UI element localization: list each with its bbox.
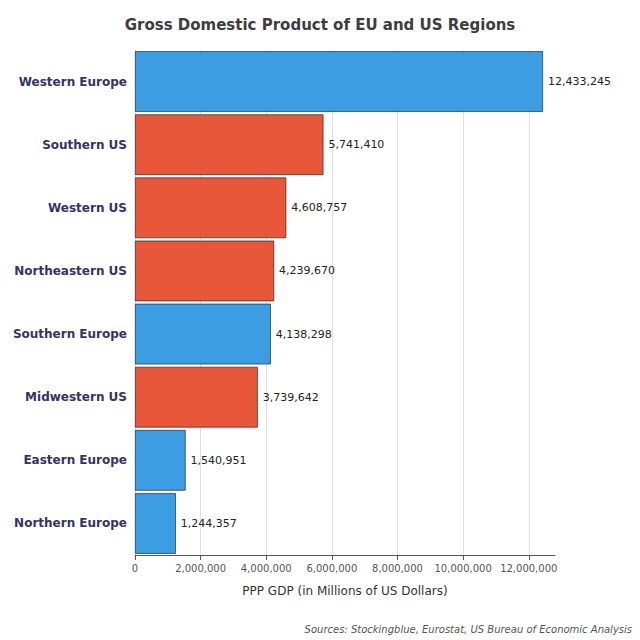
- svg-text:Eastern Europe: Eastern Europe: [23, 453, 127, 467]
- svg-text:Northeastern US: Northeastern US: [14, 264, 127, 278]
- svg-text:4,239,670: 4,239,670: [279, 264, 335, 277]
- svg-text:4,608,757: 4,608,757: [291, 201, 347, 214]
- svg-text:Sources: Stockingblue, Eurosta: Sources: Stockingblue, Eurostat, US Bure…: [305, 624, 632, 635]
- svg-text:1,244,357: 1,244,357: [181, 517, 237, 530]
- svg-text:1,540,951: 1,540,951: [191, 454, 247, 467]
- svg-text:4,000,000: 4,000,000: [241, 563, 292, 574]
- svg-text:Midwestern US: Midwestern US: [25, 390, 127, 404]
- svg-text:Western US: Western US: [48, 201, 127, 215]
- svg-text:Northern Europe: Northern Europe: [14, 516, 127, 530]
- svg-text:5,741,410: 5,741,410: [328, 138, 384, 151]
- svg-text:12,433,245: 12,433,245: [548, 75, 611, 88]
- svg-text:0: 0: [132, 563, 138, 574]
- svg-text:Southern US: Southern US: [42, 138, 127, 152]
- svg-text:4,138,298: 4,138,298: [276, 328, 332, 341]
- svg-text:Southern Europe: Southern Europe: [13, 327, 127, 341]
- svg-text:3,739,642: 3,739,642: [263, 391, 319, 404]
- svg-text:2,000,000: 2,000,000: [175, 563, 226, 574]
- svg-text:8,000,000: 8,000,000: [372, 563, 423, 574]
- svg-text:12,000,000: 12,000,000: [500, 563, 557, 574]
- svg-text:Gross Domestic Product of EU a: Gross Domestic Product of EU and US Regi…: [125, 16, 516, 34]
- svg-text:10,000,000: 10,000,000: [434, 563, 491, 574]
- svg-text:PPP GDP (in Millions of US Dol: PPP GDP (in Millions of US Dollars): [242, 584, 447, 598]
- svg-text:6,000,000: 6,000,000: [306, 563, 357, 574]
- svg-text:Western Europe: Western Europe: [19, 75, 127, 89]
